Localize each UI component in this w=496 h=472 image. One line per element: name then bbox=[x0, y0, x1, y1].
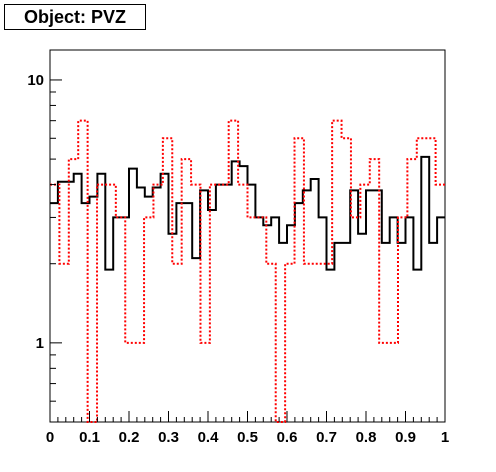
x-tick-label: 0.4 bbox=[198, 429, 220, 446]
x-tick-label: 0 bbox=[46, 429, 54, 446]
x-tick-label: 0.7 bbox=[316, 429, 337, 446]
axis-layer: 0 0.1 0.2 0.3 0.4 0.5 0.6 0.7 0.8 0.9 1 1 10 bbox=[27, 72, 449, 446]
x-tick-label: 0.6 bbox=[277, 429, 298, 446]
x-tick-label: 1 bbox=[441, 429, 449, 446]
x-tick-label: 0.2 bbox=[119, 429, 140, 446]
page-title: Object: PVZ bbox=[4, 4, 146, 30]
plot-frame bbox=[49, 49, 446, 423]
x-tick-label: 0.9 bbox=[395, 429, 416, 446]
series-2-line bbox=[50, 119, 445, 423]
x-tick-label: 0.3 bbox=[158, 429, 179, 446]
series-layer bbox=[50, 119, 445, 423]
x-tick-label: 0.1 bbox=[79, 429, 100, 446]
x-tick-label: 0.5 bbox=[237, 429, 258, 446]
y-tick-label: 1 bbox=[36, 335, 44, 352]
x-tick-label: 0.8 bbox=[356, 429, 377, 446]
y-tick-label: 10 bbox=[27, 72, 44, 89]
